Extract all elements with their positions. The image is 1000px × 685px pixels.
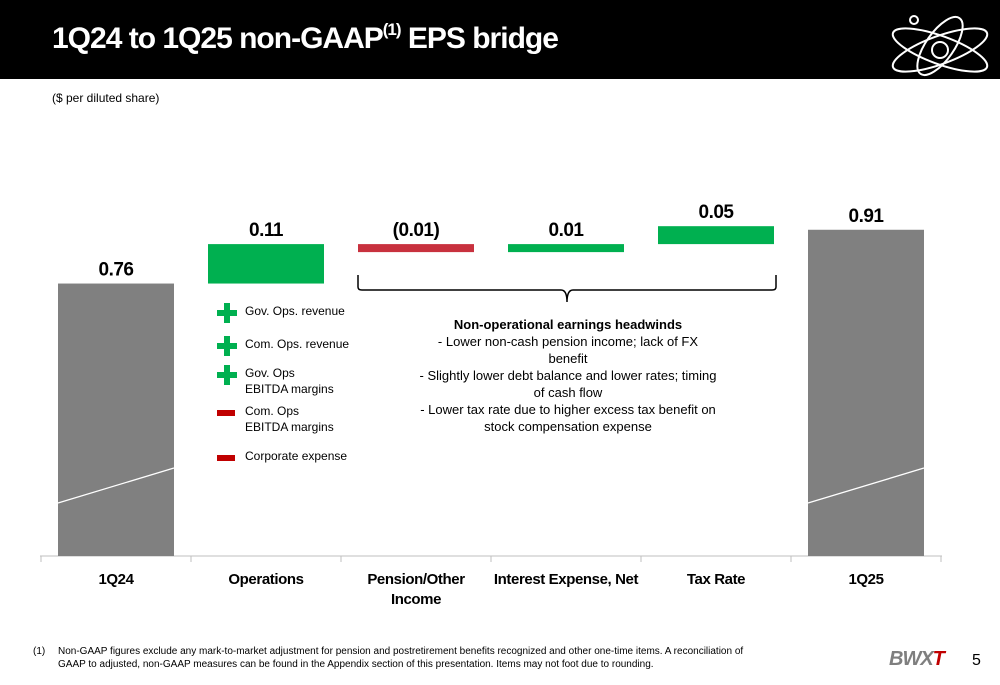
atom-logo-icon (891, 15, 989, 76)
value-label: 0.01 (549, 220, 585, 241)
bar-interest-expense-net (508, 244, 624, 253)
value-label: (0.01) (393, 220, 440, 241)
legend-label: Gov. Ops. revenue (245, 304, 345, 318)
legend-label: Gov. Ops EBITDA margins (245, 366, 334, 396)
brand-logo: BWXT (889, 648, 945, 670)
legend-label: Corporate expense (245, 449, 348, 463)
legend-item: Com. Ops. revenue (217, 336, 349, 356)
footnote-mark: (1) (33, 646, 46, 657)
legend-item: Gov. Ops. revenue (217, 303, 345, 323)
title-footnote-mark: (1) (382, 20, 402, 39)
bar-1q25 (808, 229, 924, 556)
page-title: 1Q24 to 1Q25 non-GAAP(1) EPS bridge (52, 20, 559, 55)
legend-label: Com. Ops. revenue (245, 337, 350, 351)
legend-item: Com. Ops EBITDA margins (217, 403, 334, 435)
value-label: 0.76 (99, 260, 134, 281)
plus-icon (217, 336, 237, 356)
headwinds-note: Non-operational earnings headwinds - Low… (418, 316, 718, 435)
minus-icon (217, 448, 237, 468)
category-label: Operations (228, 571, 303, 588)
page-number: 5 (972, 652, 981, 669)
header-bar: 1Q24 to 1Q25 non-GAAP(1) EPS bridge (0, 0, 1000, 79)
bar-operations (208, 244, 324, 284)
footnote: (1) Non-GAAP figures exclude any mark-to… (33, 645, 753, 671)
headwinds-title: Non-operational earnings headwinds (453, 317, 683, 332)
category-label: Tax Rate (687, 571, 745, 588)
headwinds-item: - Slightly lower debt balance and lower … (419, 368, 717, 400)
value-label: 0.05 (699, 202, 735, 223)
category-label: Income (391, 591, 441, 608)
footnote-text: Non-GAAP figures exclude any mark-to-mar… (58, 646, 744, 670)
value-label: 0.91 (849, 206, 885, 227)
category-label: Interest Expense, Net (494, 571, 639, 588)
bar-pension-other-income (358, 244, 474, 253)
bar-break-line (807, 467, 925, 504)
category-label: Pension/Other (367, 571, 465, 588)
eps-bridge-chart: 0.76 1Q24 0.11 Operations (0.01) Pension/Othe… (40, 202, 942, 608)
value-label: 0.11 (249, 220, 284, 241)
units-note: ($ per diluted share) (52, 91, 160, 105)
bar-break-line (57, 467, 175, 504)
legend-label: Com. Ops EBITDA margins (245, 404, 334, 434)
legend-item: Corporate expense (217, 448, 347, 468)
headwinds-item: - Lower tax rate due to higher excess ta… (420, 402, 716, 434)
plus-icon (217, 303, 237, 323)
plus-icon (217, 365, 237, 385)
bar-1q24 (58, 283, 174, 556)
category-label: 1Q25 (848, 571, 883, 588)
legend-item: Gov. Ops EBITDA margins (217, 365, 334, 397)
bar-tax-rate (658, 226, 774, 245)
headwinds-item: - Lower non-cash pension income; lack of… (437, 334, 699, 366)
minus-icon (217, 403, 237, 423)
headwinds-brace (357, 275, 777, 303)
category-label: 1Q24 (98, 571, 134, 588)
